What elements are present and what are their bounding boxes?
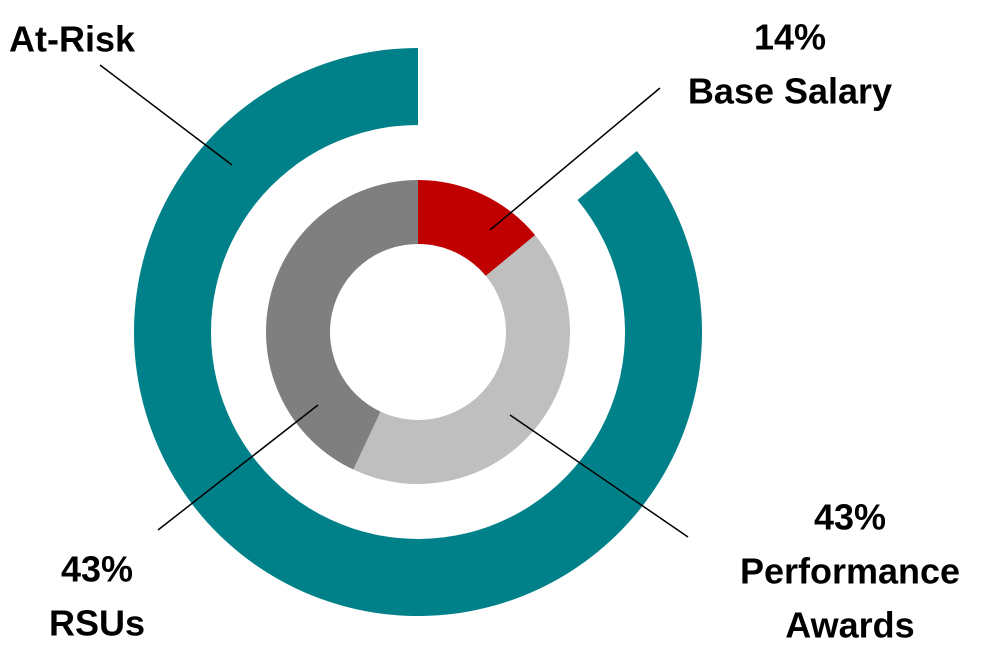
outer-label: At-Risk: [9, 19, 136, 60]
value-label: 14%: [754, 17, 826, 58]
slice-label: Performance: [740, 551, 960, 592]
leader-line: [509, 414, 689, 538]
leader-line: [157, 404, 319, 531]
slice-label: Awards: [785, 605, 914, 646]
slice: [418, 180, 536, 276]
value-label: 43%: [61, 549, 133, 590]
leader-line: [489, 87, 661, 231]
outer-arc: [133, 47, 703, 616]
leader-line: [99, 64, 233, 166]
slice-label: Base Salary: [688, 71, 892, 112]
value-label: 43%: [814, 497, 886, 538]
slice: [353, 235, 571, 485]
slice: [266, 180, 418, 470]
slice-label: RSUs: [49, 603, 145, 644]
